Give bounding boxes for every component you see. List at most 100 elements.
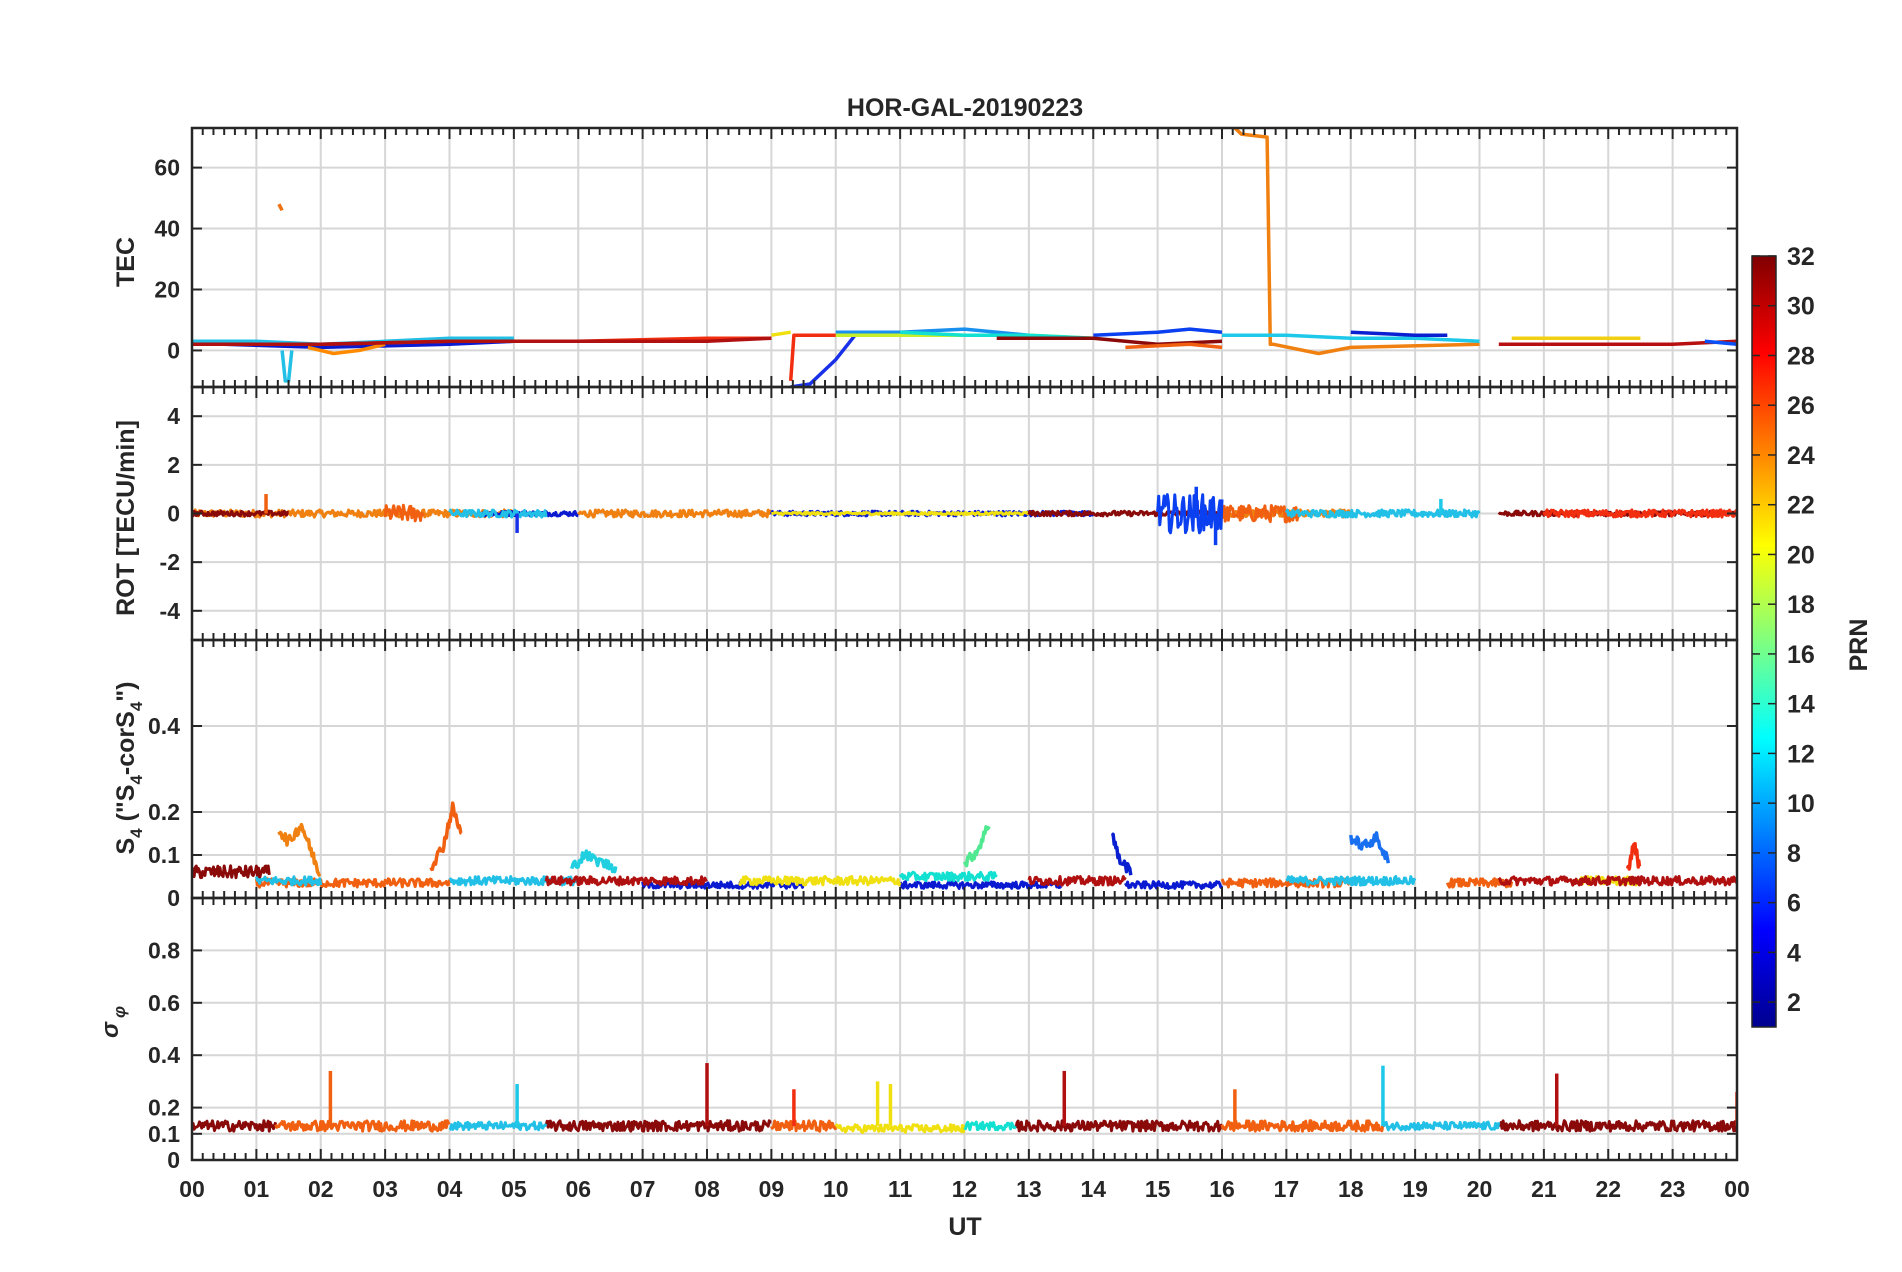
tec-panel: 0 20 40 60 [154,126,1739,389]
colorbar-tick-label: 26 [1787,392,1815,420]
colorbar-tick-label: 4 [1787,939,1801,967]
rot-panel: -4 -2 0 2 4 [160,385,1739,642]
s4-panel: 0 0.1 0.2 0.4 [148,638,1739,911]
tec-series-prn-20 [771,330,791,337]
rot-series-prn-28 [1542,508,1737,519]
tec-series-prn-3 [790,334,857,387]
sigma-series-prn-31 [544,1119,772,1133]
colorbar-tick-label: 32 [1787,243,1815,271]
colorbar-tick-label: 18 [1787,591,1815,619]
s4-y-tick-label: 0.2 [148,799,180,825]
x-tick-label: 09 [759,1176,785,1202]
rot-series-prn-11 [448,508,548,519]
figure-title: HOR-GAL-20190223 [847,94,1083,122]
rot-series-prn-11 [1285,508,1481,519]
s4-y-label-end: ") [112,682,140,702]
tec-series-prn-4 [1350,330,1448,337]
x-tick-label: 06 [565,1176,591,1202]
colorbar-gradient [1751,255,1777,1028]
tec-series-prn-30 [192,336,772,347]
rot-series-prn-20 [770,510,1030,517]
s4-series-prn-30 [1497,875,1737,887]
x-tick-label: 16 [1209,1176,1235,1202]
x-tick-label: 10 [823,1176,849,1202]
sigma-y-label: σφ [97,1006,129,1038]
tec-y-tick-label: 0 [167,337,180,363]
colorbar-tick-label: 20 [1787,541,1815,569]
x-tick-label: 14 [1080,1176,1106,1202]
x-tick-label: 00 [1724,1176,1750,1202]
rot-y-tick-label: -4 [160,598,181,624]
rot-y-tick-label: 0 [167,501,180,527]
sigma-series-prn-31 [1498,1119,1737,1133]
tec-series-prn-25 [1125,342,1223,350]
s4-y-label-sub3: 4 [127,701,146,711]
rot-series-prn-26 [383,503,425,523]
s4-bump-prn-24 [277,822,322,877]
tec-y-tick-label: 20 [154,276,180,302]
x-tick-label: 17 [1274,1176,1300,1202]
colorbar-tick-label: 10 [1787,790,1815,818]
x-tick-label: 01 [244,1176,270,1202]
sigma-data [192,1063,1737,1134]
s4-y-label: S4 ("S4-corS4") [112,682,146,855]
x-tick-label: 11 [888,1176,913,1202]
rot-series-prn-24 [192,508,516,519]
s4-bump-prn-28 [1625,841,1642,871]
rot-y-tick-label: 2 [167,452,180,478]
rot-series-prn-5 [1156,493,1224,535]
s4-bump-prn-8 [1349,831,1391,864]
colorbar-tick-label: 6 [1787,890,1801,918]
rot-series-prn-24 [577,508,772,519]
s4-series-prn-2 [1124,880,1224,890]
sigma-series-prn-13 [963,1120,1017,1132]
s4-y-tick-label: 0 [167,885,180,911]
colorbar-tick-label: 30 [1787,293,1815,321]
x-tick-label: 13 [1016,1176,1042,1202]
colorbar-tick-label: 28 [1787,342,1815,370]
rot-series-prn-26 [1220,504,1301,524]
s4-y-label-sub: 4 [127,828,146,838]
x-axis-label: UT [948,1213,981,1241]
sigma-y-tick-label: 0.8 [148,937,180,963]
sigma-y-label-main: σ [97,1021,124,1038]
sigma-series-prn-31 [192,1119,278,1133]
s4-bump-prn-26 [429,801,463,872]
s4-y-label-mid2: -corS [112,711,140,775]
rot-data [192,486,1737,546]
colorbar-tick-label: 12 [1787,740,1815,768]
s4-series-prn-13 [898,870,998,883]
sigma-y-tick-label: 0 [167,1147,180,1173]
tec-series-prn-26 [277,203,284,212]
tec-series-prn-10 [835,327,1030,337]
colorbar-tick-label: 22 [1787,492,1815,520]
x-tick-label: 03 [372,1176,398,1202]
s4-series-prn-20 [738,875,902,887]
tec-series-prn-6 [1704,339,1737,347]
sigma-series-prn-25 [1220,1119,1385,1133]
x-tick-label: 12 [952,1176,978,1202]
tec-series-prn-30 [1498,339,1737,347]
x-tick-label: 18 [1338,1176,1364,1202]
s4-y-tick-label: 0.1 [148,842,180,868]
sigma-series-prn-31 [1014,1119,1223,1133]
tec-series-prn-24 [1233,128,1480,356]
s4-bump-prn-14 [570,849,618,874]
rot-series-prn-31 [192,509,289,518]
x-tick-label: 05 [501,1176,527,1202]
sigma-series-prn-20 [834,1123,966,1134]
sigma-series-prn-11 [448,1120,548,1132]
x-tick-label: 00 [179,1176,205,1202]
tec-series-prn-28 [788,333,836,382]
s4-series-prn-11 [1285,875,1417,887]
s4-series-prn-30 [544,875,708,887]
s4-y-label-mid1: ("S [112,785,140,829]
s4-data [192,801,1737,890]
colorbar-tick-label: 24 [1787,442,1815,470]
x-tick-label: 08 [694,1176,720,1202]
tec-series-prn-24 [307,342,386,356]
tec-series-prn-12 [1222,333,1480,344]
x-tick-label: 07 [630,1176,656,1202]
sigma-y-tick-label: 0.6 [148,990,180,1016]
